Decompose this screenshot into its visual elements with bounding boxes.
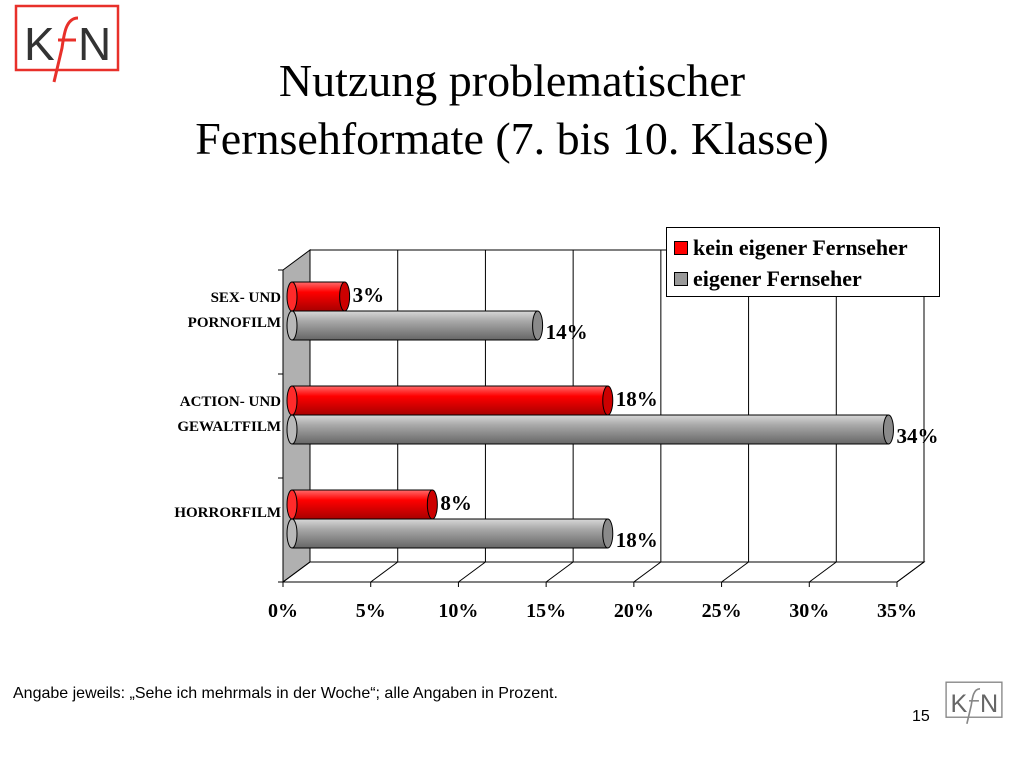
data-label: 34% bbox=[896, 424, 938, 448]
data-label: 18% bbox=[616, 387, 658, 411]
category-label: HORRORFILM bbox=[174, 505, 281, 521]
bar-base bbox=[286, 385, 298, 416]
category-label: SEX- UND bbox=[211, 290, 282, 306]
legend-swatch-red bbox=[674, 240, 688, 255]
bar-kein-eigener-fernseher bbox=[291, 489, 433, 520]
bar-cap bbox=[532, 310, 544, 341]
gridline-floor bbox=[808, 561, 837, 583]
svg-text:N: N bbox=[78, 18, 111, 70]
bar-base bbox=[286, 489, 298, 520]
x-tick-label: 0% bbox=[268, 600, 298, 622]
data-label: 3% bbox=[353, 283, 385, 307]
gridline-floor bbox=[282, 561, 311, 583]
category-label: ACTION- UND bbox=[180, 394, 281, 410]
svg-text:N: N bbox=[980, 690, 998, 718]
bar-cap bbox=[339, 281, 351, 312]
legend-swatch-gray bbox=[674, 271, 688, 286]
svg-text:K: K bbox=[950, 690, 967, 718]
chart-floor bbox=[281, 561, 926, 583]
bar-eigener-fernseher bbox=[291, 414, 889, 445]
bar-cap bbox=[882, 414, 894, 445]
bar-cap bbox=[602, 518, 614, 549]
x-tick-label: 30% bbox=[789, 600, 829, 622]
category-label: GEWALTFILM bbox=[177, 419, 281, 435]
category-label: PORNOFILM bbox=[188, 315, 281, 331]
x-tick-label: 25% bbox=[702, 600, 742, 622]
gridline-floor bbox=[721, 561, 749, 583]
kfn-logo-small: K N bbox=[945, 681, 1003, 724]
gridline-floor bbox=[896, 561, 925, 583]
bar-kein-eigener-fernseher bbox=[291, 281, 346, 312]
x-tick-label: 15% bbox=[526, 600, 566, 622]
title-line-2: Fernsehformate (7. bis 10. Klasse) bbox=[195, 113, 829, 164]
legend-item-eigener-fernseher: eigener Fernseher bbox=[667, 263, 939, 294]
x-tick-label: 10% bbox=[438, 600, 478, 622]
legend-label: kein eigener Fernseher bbox=[693, 234, 908, 260]
title-line-1: Nutzung problematischer bbox=[278, 55, 746, 106]
bar-eigener-fernseher bbox=[291, 310, 539, 341]
x-tick-label: 20% bbox=[614, 600, 654, 622]
kfn-logo: K N bbox=[14, 4, 120, 83]
legend-item-kein-eigener-fernseher: kein eigener Fernseher bbox=[667, 232, 939, 263]
legend-label: eigener Fernseher bbox=[693, 265, 862, 291]
bar-kein-eigener-fernseher bbox=[291, 385, 609, 416]
chart-legend: kein eigener Fernseher eigener Fernseher bbox=[666, 227, 940, 297]
bar-cap bbox=[426, 489, 438, 520]
data-label: 18% bbox=[616, 528, 658, 552]
x-tick-label: 35% bbox=[877, 600, 917, 622]
footnote: Angabe jeweils: „Sehe ich mehrmals in de… bbox=[13, 685, 558, 702]
data-label: 8% bbox=[440, 491, 472, 515]
x-tick-label: 5% bbox=[356, 600, 386, 622]
chart-labels: 0% 5% 10% 15% 20% 25% 30% 35% 3% 14% SEX- UND PORNO… bbox=[174, 283, 938, 622]
bar-base bbox=[286, 518, 298, 549]
data-label: 14% bbox=[546, 320, 588, 344]
gridline-floor bbox=[545, 561, 574, 583]
bar-base bbox=[286, 281, 298, 312]
bar-base bbox=[286, 414, 298, 445]
gridline-floor bbox=[458, 561, 486, 583]
bar-cap bbox=[602, 385, 614, 416]
slide-title: Nutzung problematischer Fernsehformate (… bbox=[0, 52, 1024, 168]
page-number: 15 bbox=[912, 708, 930, 725]
bar-base bbox=[286, 310, 298, 341]
chart-bars bbox=[286, 281, 894, 549]
bar-eigener-fernseher bbox=[291, 518, 609, 549]
gridline-floor bbox=[633, 561, 662, 583]
svg-text:K: K bbox=[24, 18, 55, 70]
gridline-floor bbox=[370, 561, 399, 583]
